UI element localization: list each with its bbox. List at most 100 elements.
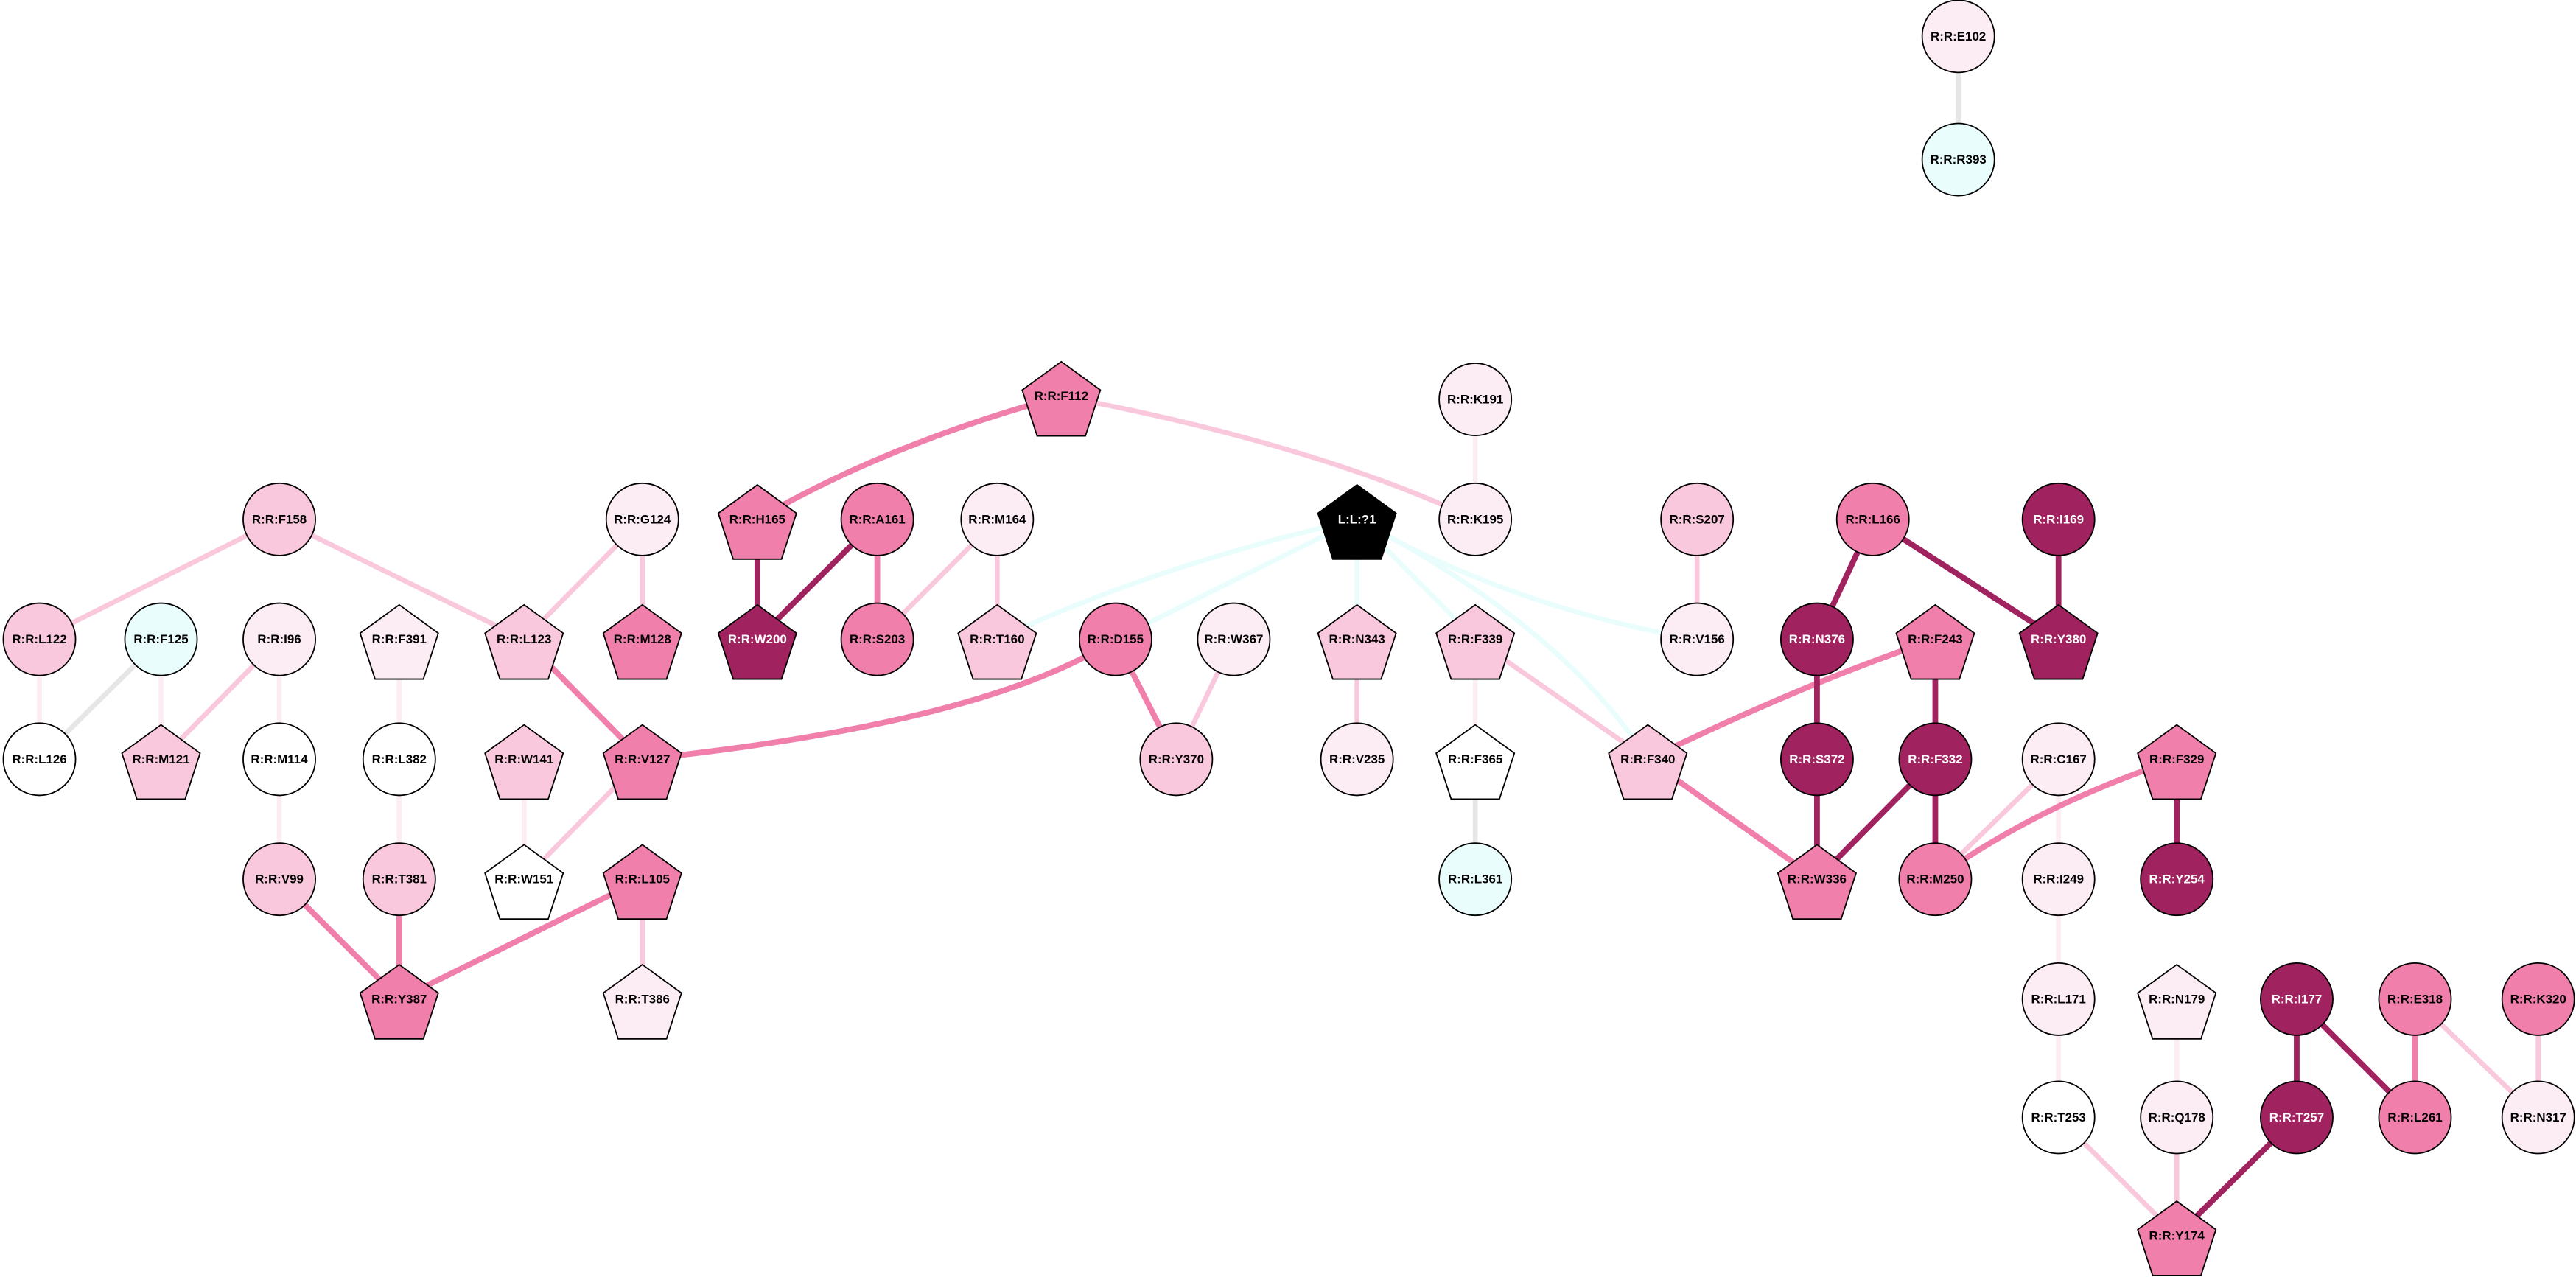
circle-node-shape <box>124 602 198 676</box>
node-r-r-l166[interactable]: R:R:L166 <box>1835 482 1910 556</box>
pentagon-node-shape <box>359 603 439 680</box>
node-r-r-l171[interactable]: R:R:L171 <box>2021 962 2096 1036</box>
node-r-r-f339[interactable]: R:R:F339 <box>1435 603 1516 680</box>
node-r-r-y380[interactable]: R:R:Y380 <box>2018 603 2099 680</box>
node-r-r-v156[interactable]: R:R:V156 <box>1660 602 1735 676</box>
node-label: R:R:M250 <box>1906 872 1964 886</box>
pentagon-node-shape <box>2018 603 2099 680</box>
node-r-r-e318[interactable]: R:R:E318 <box>2378 962 2452 1036</box>
node-r-r-s203[interactable]: R:R:S203 <box>840 602 914 676</box>
edge-l-l-1-r-r-v156 <box>1355 517 1698 642</box>
node-r-r-m164[interactable]: R:R:M164 <box>960 482 1035 556</box>
node-r-r-m121[interactable]: R:R:M121 <box>121 724 201 800</box>
node-r-r-n376[interactable]: R:R:N376 <box>1779 602 1854 676</box>
node-r-r-v127[interactable]: R:R:V127 <box>602 724 682 800</box>
node-label: R:R:F340 <box>1620 752 1675 766</box>
circle-node-shape <box>1921 122 1995 197</box>
node-r-r-w367[interactable]: R:R:W367 <box>1197 602 1271 676</box>
node-r-r-h165[interactable]: R:R:H165 <box>717 483 797 560</box>
node-r-r-l382[interactable]: R:R:L382 <box>362 722 436 797</box>
node-r-r-w336[interactable]: R:R:W336 <box>1777 844 1858 920</box>
node-r-r-l126[interactable]: R:R:L126 <box>2 722 77 797</box>
node-r-r-y370[interactable]: R:R:Y370 <box>1139 722 1214 797</box>
node-l-l-1[interactable]: L:L:?1 <box>1317 483 1397 560</box>
node-r-r-k320[interactable]: R:R:K320 <box>2501 962 2575 1036</box>
node-label: R:R:R393 <box>1931 153 1987 167</box>
edge-r-r-l166-r-r-y380 <box>1871 517 2060 642</box>
node-r-r-m128[interactable]: R:R:M128 <box>602 603 682 680</box>
node-label: R:R:L361 <box>1448 872 1502 886</box>
node-r-r-k195[interactable]: R:R:K195 <box>1438 482 1513 556</box>
node-r-r-n343[interactable]: R:R:N343 <box>1317 603 1397 680</box>
pentagon-node-shape <box>602 963 682 1040</box>
node-r-r-s372[interactable]: R:R:S372 <box>1779 722 1854 797</box>
node-r-r-i177[interactable]: R:R:I177 <box>2260 962 2334 1036</box>
node-label: R:R:V99 <box>255 872 304 886</box>
pentagon-node-shape <box>602 844 682 920</box>
node-label: R:R:Y370 <box>1149 752 1204 766</box>
node-r-r-f340[interactable]: R:R:F340 <box>1608 724 1688 800</box>
node-r-r-r393[interactable]: R:R:R393 <box>1921 122 1995 197</box>
pentagon-node-shape <box>1435 724 1516 800</box>
node-label: R:R:F158 <box>252 512 307 526</box>
node-r-r-w141[interactable]: R:R:W141 <box>484 724 564 800</box>
node-r-r-f332[interactable]: R:R:F332 <box>1898 722 1973 797</box>
node-label: R:R:F243 <box>1908 632 1962 646</box>
edge-l-l-1-r-r-d155 <box>1114 517 1359 642</box>
node-r-r-f125[interactable]: R:R:F125 <box>124 602 198 676</box>
node-r-r-t160[interactable]: R:R:T160 <box>957 603 1037 680</box>
node-r-r-t253[interactable]: R:R:T253 <box>2021 1080 2096 1155</box>
node-label: R:R:W200 <box>728 632 787 646</box>
node-r-r-f158[interactable]: R:R:F158 <box>242 482 316 556</box>
node-r-r-m250[interactable]: R:R:M250 <box>1898 842 1973 917</box>
node-r-r-v235[interactable]: R:R:V235 <box>1320 722 1394 797</box>
node-r-r-i169[interactable]: R:R:I169 <box>2021 482 2096 556</box>
node-r-r-f112[interactable]: R:R:F112 <box>1021 360 1102 437</box>
circle-node-shape <box>2021 842 2096 917</box>
node-r-r-y174[interactable]: R:R:Y174 <box>2137 1200 2217 1276</box>
node-r-r-t381[interactable]: R:R:T381 <box>362 842 436 917</box>
node-r-r-m114[interactable]: R:R:M114 <box>242 722 316 797</box>
node-r-r-f329[interactable]: R:R:F329 <box>2137 724 2217 800</box>
node-r-r-a161[interactable]: R:R:A161 <box>840 482 914 556</box>
node-r-r-f391[interactable]: R:R:F391 <box>359 603 439 680</box>
circle-node-shape <box>2501 1080 2575 1155</box>
node-r-r-t257[interactable]: R:R:T257 <box>2260 1080 2334 1155</box>
node-r-r-q178[interactable]: R:R:Q178 <box>2140 1080 2214 1155</box>
node-r-r-l361[interactable]: R:R:L361 <box>1438 842 1513 917</box>
node-r-r-n317[interactable]: R:R:N317 <box>2501 1080 2575 1155</box>
node-label: R:R:W336 <box>1788 872 1847 886</box>
node-r-r-y387[interactable]: R:R:Y387 <box>359 963 439 1040</box>
node-r-r-i249[interactable]: R:R:I249 <box>2021 842 2096 917</box>
node-r-r-l261[interactable]: R:R:L261 <box>2378 1080 2452 1155</box>
node-r-r-f243[interactable]: R:R:F243 <box>1895 603 1975 680</box>
circle-node-shape <box>1779 602 1854 676</box>
pentagon-node-shape <box>1608 724 1688 800</box>
node-label: R:R:Y380 <box>2031 632 2086 646</box>
node-r-r-t386[interactable]: R:R:T386 <box>602 963 682 1040</box>
circle-node-shape <box>1139 722 1214 797</box>
node-r-r-y254[interactable]: R:R:Y254 <box>2140 842 2214 917</box>
pentagon-node-shape <box>484 724 564 800</box>
node-r-r-l123[interactable]: R:R:L123 <box>484 603 564 680</box>
node-r-r-e102[interactable]: R:R:E102 <box>1921 0 1995 74</box>
node-r-r-n179[interactable]: R:R:N179 <box>2137 963 2217 1040</box>
node-r-r-k191[interactable]: R:R:K191 <box>1438 363 1513 437</box>
circle-node-shape <box>2260 1080 2334 1155</box>
node-r-r-l122[interactable]: R:R:L122 <box>2 602 77 676</box>
node-r-r-f365[interactable]: R:R:F365 <box>1435 724 1516 800</box>
node-r-r-c167[interactable]: R:R:C167 <box>2021 722 2096 797</box>
circle-node-shape <box>1197 602 1271 676</box>
node-r-r-i96[interactable]: R:R:I96 <box>242 602 316 676</box>
node-r-r-g124[interactable]: R:R:G124 <box>605 482 679 556</box>
circle-node-shape <box>2021 1080 2096 1155</box>
node-r-r-s207[interactable]: R:R:S207 <box>1660 482 1735 556</box>
node-r-r-l105[interactable]: R:R:L105 <box>602 844 682 920</box>
node-r-r-d155[interactable]: R:R:D155 <box>1078 602 1152 676</box>
circle-node-shape <box>1438 842 1513 917</box>
node-r-r-v99[interactable]: R:R:V99 <box>242 842 316 917</box>
node-r-r-w151[interactable]: R:R:W151 <box>484 844 564 920</box>
node-r-r-w200[interactable]: R:R:W200 <box>717 603 797 680</box>
node-label: R:R:N376 <box>1789 632 1845 646</box>
